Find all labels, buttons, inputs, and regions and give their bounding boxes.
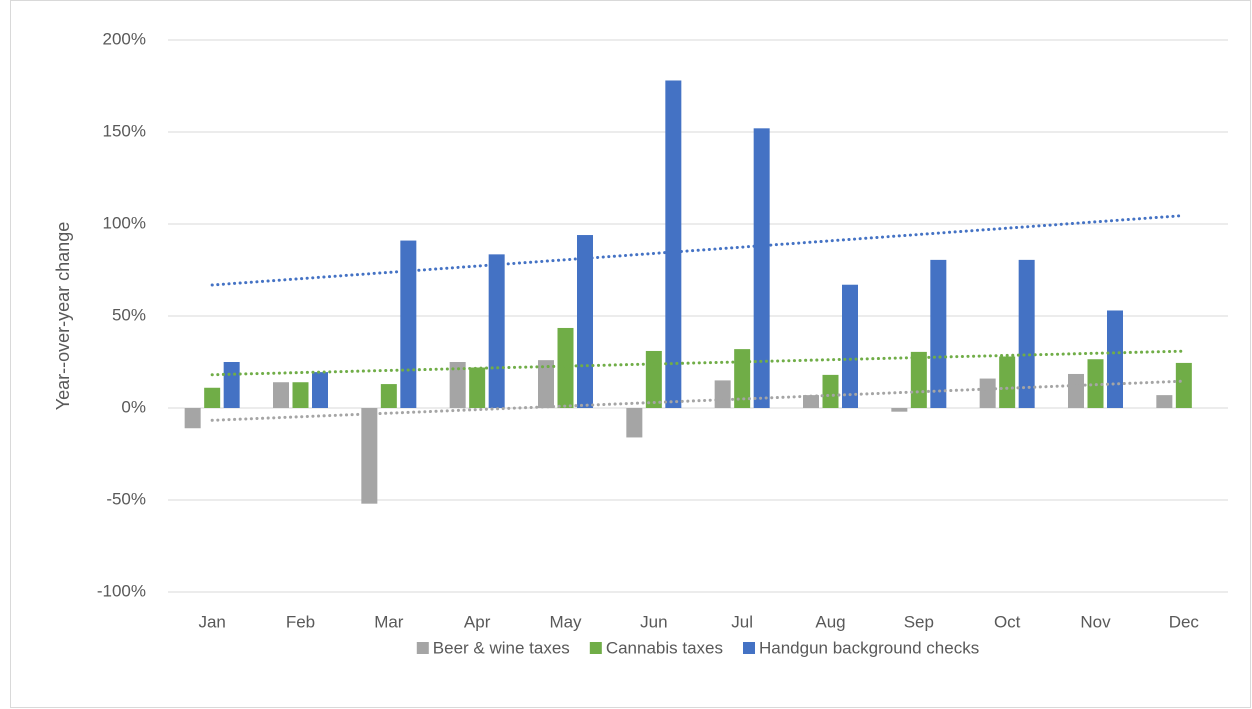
x-tick-label: Dec	[1169, 612, 1200, 631]
trendline	[210, 379, 1186, 422]
bar	[1156, 395, 1173, 408]
bar	[557, 327, 574, 408]
legend-label: Cannabis taxes	[606, 638, 723, 657]
bar	[577, 235, 593, 408]
bar	[979, 378, 996, 408]
x-tick-label: Oct	[994, 612, 1021, 631]
bar	[204, 387, 221, 408]
bar	[538, 360, 554, 408]
bar	[626, 408, 643, 438]
bar	[273, 382, 289, 408]
y-tick-label: -100%	[97, 581, 146, 600]
bar	[488, 254, 505, 408]
legend-label: Handgun background checks	[759, 638, 979, 657]
x-tick-label: Mar	[374, 612, 404, 631]
bar	[714, 380, 731, 408]
bar	[292, 382, 309, 408]
bar	[910, 351, 927, 408]
bar	[645, 350, 662, 408]
bar	[1175, 362, 1192, 408]
bar	[930, 259, 947, 408]
y-tick-label: 0%	[121, 397, 146, 416]
legend-label: Beer & wine taxes	[433, 638, 570, 657]
y-tick-label: 100%	[103, 213, 146, 232]
x-tick-label: Jan	[198, 612, 225, 631]
y-tick-label: 150%	[103, 121, 146, 140]
bar	[734, 349, 751, 408]
x-tick-label: May	[549, 612, 582, 631]
x-tick-label: Jun	[640, 612, 667, 631]
bar	[891, 408, 908, 412]
y-axis-label: Year--over-year change	[53, 222, 73, 410]
x-tick-label: Aug	[815, 612, 845, 631]
bar	[753, 128, 770, 408]
bar	[803, 395, 819, 408]
bar	[665, 80, 682, 408]
bar	[842, 284, 858, 408]
bar	[361, 408, 378, 504]
bar	[312, 372, 328, 408]
bar	[1068, 373, 1084, 408]
trendline	[210, 349, 1186, 377]
x-tick-label: Sep	[904, 612, 934, 631]
y-tick-label: 50%	[112, 305, 146, 324]
x-tick-label: Nov	[1080, 612, 1111, 631]
bar	[449, 362, 466, 408]
bar	[223, 362, 240, 408]
trendline	[210, 214, 1186, 287]
y-tick-label: 200%	[103, 29, 146, 48]
x-tick-label: Jul	[731, 612, 753, 631]
x-tick-label: Apr	[464, 612, 491, 631]
legend-swatch	[589, 642, 602, 654]
bar	[469, 367, 486, 408]
bar	[1107, 310, 1123, 408]
bar	[400, 240, 417, 408]
bar	[1018, 259, 1035, 408]
legend-swatch	[416, 642, 429, 654]
bar	[380, 384, 397, 408]
x-tick-label: Feb	[286, 612, 315, 631]
chart-frame	[10, 0, 1251, 708]
legend-swatch	[743, 642, 755, 654]
y-tick-label: -50%	[106, 489, 146, 508]
bar	[822, 374, 839, 408]
bar	[184, 408, 201, 429]
bar	[999, 356, 1016, 408]
